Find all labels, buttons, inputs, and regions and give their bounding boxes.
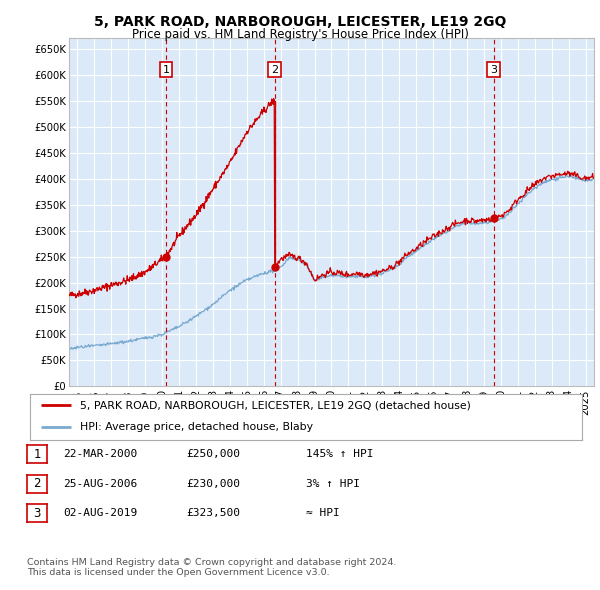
Text: 5, PARK ROAD, NARBOROUGH, LEICESTER, LE19 2GQ: 5, PARK ROAD, NARBOROUGH, LEICESTER, LE1…: [94, 15, 506, 29]
Text: Price paid vs. HM Land Registry's House Price Index (HPI): Price paid vs. HM Land Registry's House …: [131, 28, 469, 41]
Text: 22-MAR-2000: 22-MAR-2000: [63, 450, 137, 459]
Text: 3% ↑ HPI: 3% ↑ HPI: [306, 479, 360, 489]
Text: 3: 3: [490, 64, 497, 74]
Text: 2: 2: [271, 64, 278, 74]
Text: Contains HM Land Registry data © Crown copyright and database right 2024.
This d: Contains HM Land Registry data © Crown c…: [27, 558, 397, 577]
Text: £250,000: £250,000: [186, 450, 240, 459]
Text: HPI: Average price, detached house, Blaby: HPI: Average price, detached house, Blab…: [80, 422, 313, 432]
Text: 1: 1: [34, 448, 41, 461]
Text: 25-AUG-2006: 25-AUG-2006: [63, 479, 137, 489]
Text: 02-AUG-2019: 02-AUG-2019: [63, 509, 137, 518]
Text: ≈ HPI: ≈ HPI: [306, 509, 340, 518]
Text: £323,500: £323,500: [186, 509, 240, 518]
Text: 5, PARK ROAD, NARBOROUGH, LEICESTER, LE19 2GQ (detached house): 5, PARK ROAD, NARBOROUGH, LEICESTER, LE1…: [80, 400, 470, 410]
Text: 145% ↑ HPI: 145% ↑ HPI: [306, 450, 373, 459]
Text: 3: 3: [34, 507, 41, 520]
Text: 2: 2: [34, 477, 41, 490]
Text: 1: 1: [163, 64, 169, 74]
Text: £230,000: £230,000: [186, 479, 240, 489]
